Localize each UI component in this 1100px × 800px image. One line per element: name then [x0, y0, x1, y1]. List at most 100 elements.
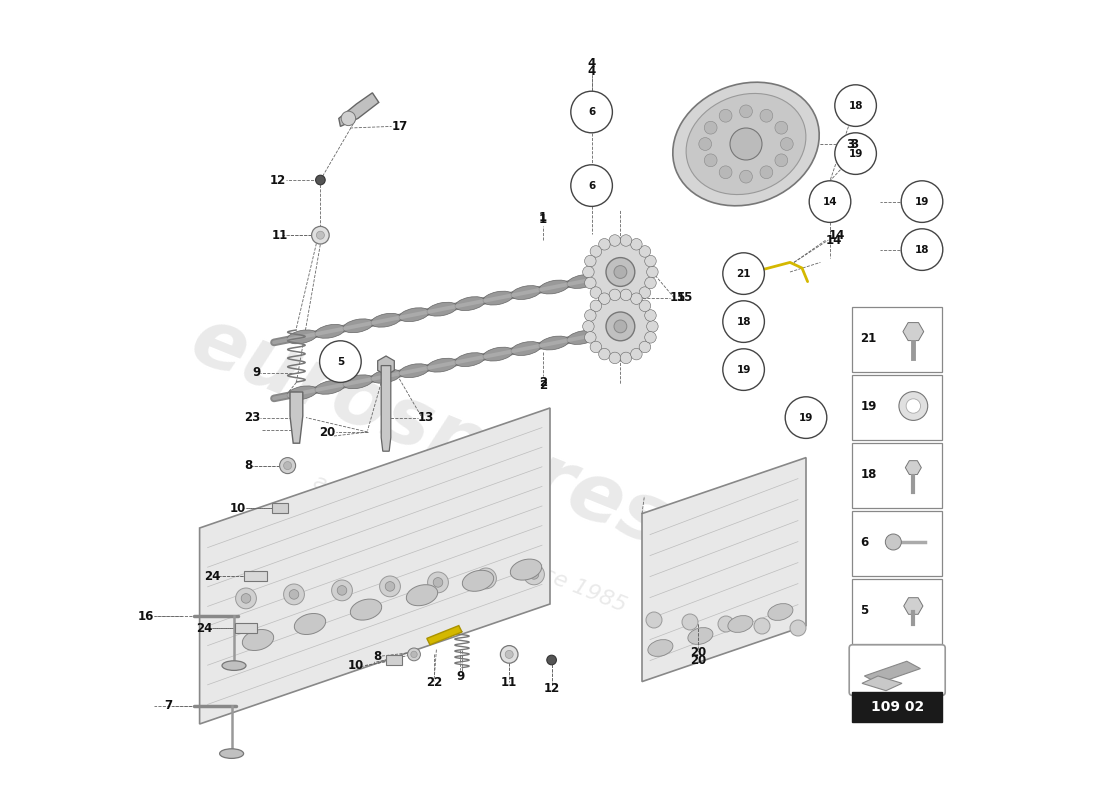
Ellipse shape [512, 342, 541, 355]
Text: 18: 18 [915, 245, 930, 254]
Circle shape [317, 231, 324, 239]
Circle shape [571, 91, 613, 133]
Text: 14: 14 [823, 197, 837, 206]
Circle shape [754, 618, 770, 634]
Circle shape [760, 110, 773, 122]
Circle shape [341, 111, 355, 126]
Circle shape [645, 310, 657, 322]
Circle shape [630, 348, 642, 360]
Ellipse shape [242, 630, 274, 650]
Circle shape [331, 580, 352, 601]
Text: 12: 12 [270, 174, 286, 186]
Ellipse shape [427, 302, 456, 316]
Circle shape [739, 105, 752, 118]
Circle shape [620, 289, 631, 301]
Ellipse shape [510, 559, 541, 580]
Circle shape [609, 352, 620, 364]
Text: 19: 19 [736, 365, 751, 374]
Text: 9: 9 [456, 670, 464, 683]
Circle shape [475, 568, 496, 589]
Circle shape [428, 572, 449, 593]
Circle shape [719, 110, 732, 122]
Circle shape [718, 616, 734, 632]
Circle shape [606, 258, 635, 286]
Circle shape [630, 238, 642, 250]
Circle shape [730, 128, 762, 160]
Polygon shape [862, 676, 902, 690]
Circle shape [780, 138, 793, 150]
Text: 4: 4 [587, 58, 596, 70]
Text: 14: 14 [826, 234, 843, 246]
Circle shape [810, 181, 850, 222]
Polygon shape [339, 93, 378, 126]
Text: 11: 11 [272, 229, 287, 242]
Circle shape [886, 534, 901, 550]
Text: 13: 13 [418, 411, 434, 424]
Ellipse shape [648, 639, 673, 657]
Polygon shape [905, 461, 922, 474]
Text: 11: 11 [502, 676, 517, 689]
Polygon shape [290, 392, 303, 443]
Ellipse shape [287, 386, 317, 400]
Text: 22: 22 [426, 676, 442, 689]
Circle shape [320, 341, 361, 382]
Circle shape [723, 349, 764, 390]
Ellipse shape [483, 291, 513, 305]
Circle shape [547, 655, 557, 665]
Circle shape [598, 293, 611, 305]
FancyBboxPatch shape [852, 443, 942, 508]
Circle shape [901, 229, 943, 270]
Text: 18: 18 [860, 467, 877, 481]
Circle shape [739, 170, 752, 183]
Circle shape [630, 294, 642, 306]
Circle shape [311, 226, 329, 244]
Circle shape [590, 246, 602, 257]
Circle shape [760, 166, 773, 178]
FancyBboxPatch shape [849, 645, 945, 695]
Ellipse shape [539, 280, 569, 294]
Ellipse shape [483, 347, 513, 361]
Text: 6: 6 [588, 107, 595, 117]
Text: 2: 2 [539, 376, 547, 389]
Text: 6: 6 [860, 535, 869, 549]
Text: 3: 3 [846, 138, 854, 150]
Circle shape [647, 266, 658, 278]
FancyBboxPatch shape [852, 579, 942, 644]
Ellipse shape [462, 570, 494, 591]
Text: 9: 9 [252, 366, 261, 379]
Ellipse shape [768, 603, 793, 621]
Ellipse shape [566, 330, 597, 345]
Text: 20: 20 [690, 646, 706, 659]
Text: eurospares: eurospares [179, 301, 681, 563]
Circle shape [639, 342, 651, 353]
Circle shape [723, 253, 764, 294]
Ellipse shape [287, 330, 317, 344]
Text: 24: 24 [204, 570, 220, 582]
Text: 16: 16 [138, 610, 154, 622]
Circle shape [590, 300, 602, 311]
Ellipse shape [512, 286, 541, 299]
Text: 3: 3 [850, 138, 858, 150]
Ellipse shape [455, 353, 485, 366]
FancyBboxPatch shape [852, 307, 942, 372]
Circle shape [584, 331, 596, 343]
Ellipse shape [539, 336, 569, 350]
Text: 10: 10 [348, 659, 364, 672]
Ellipse shape [295, 614, 326, 634]
Circle shape [723, 301, 764, 342]
Circle shape [410, 651, 417, 658]
Circle shape [609, 234, 620, 246]
Ellipse shape [343, 319, 373, 333]
Circle shape [284, 584, 305, 605]
Text: 19: 19 [799, 413, 813, 422]
Text: 5: 5 [860, 603, 869, 617]
Circle shape [906, 398, 921, 413]
Text: 23: 23 [244, 411, 261, 424]
Circle shape [609, 298, 620, 310]
FancyBboxPatch shape [852, 692, 942, 722]
Circle shape [500, 646, 518, 663]
Polygon shape [642, 458, 806, 682]
Ellipse shape [371, 314, 402, 327]
Circle shape [590, 342, 602, 353]
Circle shape [614, 266, 627, 278]
